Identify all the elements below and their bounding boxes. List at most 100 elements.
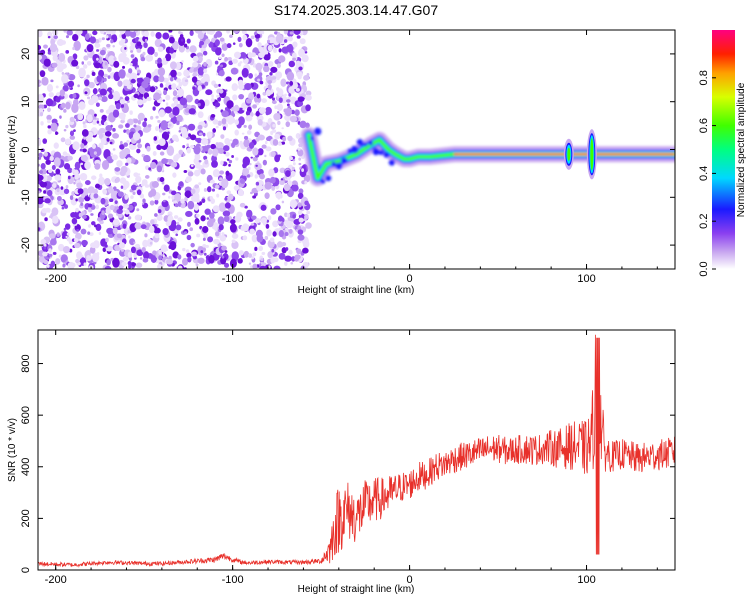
noise-dot (173, 98, 179, 106)
noise-dot (261, 144, 267, 149)
noise-dot (73, 129, 76, 133)
noise-dot (53, 35, 58, 40)
noise-dot (268, 265, 271, 269)
noise-dot (38, 54, 43, 61)
noise-dot (180, 126, 188, 134)
noise-dot (43, 259, 49, 265)
noise-dot (257, 46, 265, 53)
noise-dot (278, 252, 286, 260)
noise-dot (248, 262, 252, 265)
noise-dot (228, 163, 231, 167)
noise-dot (112, 227, 118, 235)
noise-dot (179, 181, 184, 187)
noise-dot (83, 124, 87, 129)
noise-dot (136, 69, 142, 75)
noise-dot (169, 47, 175, 54)
noise-dot (162, 228, 169, 236)
noise-dot (272, 47, 278, 53)
noise-dot (79, 148, 83, 152)
noise-dot (284, 107, 292, 117)
noise-dot (270, 130, 274, 135)
noise-dot (49, 233, 56, 239)
colorbar-tick-label: 0.4 (698, 166, 710, 181)
noise-dot (197, 85, 203, 92)
noise-dot (241, 67, 249, 78)
spectrogram-signal-track (300, 127, 675, 187)
noise-dot (143, 117, 148, 122)
noise-dot (107, 66, 112, 73)
noise-dot (75, 207, 79, 213)
noise-dot (87, 231, 91, 235)
noise-dot (278, 142, 282, 146)
noise-dot (238, 250, 244, 256)
noise-dot (272, 231, 277, 237)
noise-dot (202, 237, 206, 241)
noise-dot (47, 107, 51, 113)
noise-dot (112, 148, 116, 151)
noise-dot (173, 200, 178, 204)
noise-dot (140, 56, 146, 62)
noise-dot (182, 247, 186, 252)
noise-dot (40, 238, 47, 245)
noise-dot (281, 242, 287, 247)
noise-dot (297, 74, 302, 80)
noise-dot (254, 162, 262, 171)
noise-dot (38, 163, 41, 167)
noise-dot (86, 254, 91, 261)
noise-dot (170, 69, 177, 78)
noise-dot (226, 190, 232, 195)
noise-dot (229, 223, 237, 233)
noise-dot (82, 148, 87, 153)
track-blob (372, 147, 380, 156)
noise-dot (276, 63, 281, 69)
noise-dot (55, 96, 61, 103)
noise-dot (270, 150, 276, 158)
noise-dot (129, 62, 133, 67)
noise-dot (113, 60, 120, 68)
noise-dot (122, 65, 126, 69)
noise-dot (78, 101, 86, 110)
noise-dot (255, 110, 260, 117)
noise-dot (43, 190, 47, 194)
noise-dot (112, 109, 120, 118)
noise-dot (125, 123, 130, 128)
noise-dot (294, 256, 299, 262)
spectrogram-y-label: Frequency (Hz) (7, 116, 18, 185)
noise-dot (279, 180, 285, 186)
noise-dot (52, 215, 59, 224)
noise-dot (112, 127, 116, 132)
noise-dot (38, 174, 44, 181)
noise-dot (203, 188, 207, 192)
noise-dot (123, 129, 127, 133)
noise-dot (39, 70, 46, 78)
noise-dot (49, 238, 57, 246)
noise-dot (112, 218, 120, 226)
noise-dot (129, 30, 137, 39)
noise-dot (271, 100, 277, 105)
snr-series-line (38, 334, 675, 568)
noise-dot (186, 38, 191, 44)
noise-dot (191, 145, 195, 149)
noise-dot (168, 30, 173, 33)
noise-dot (101, 160, 110, 170)
noise-dot (39, 170, 43, 174)
noise-dot (157, 67, 166, 77)
noise-dot (90, 192, 96, 200)
noise-dot (55, 168, 61, 175)
noise-dot (259, 173, 265, 180)
noise-dot (231, 239, 236, 243)
noise-dot (67, 80, 75, 88)
noise-dot (176, 78, 182, 83)
noise-dot (164, 106, 173, 114)
noise-dot (92, 30, 98, 36)
noise-dot (259, 265, 267, 269)
noise-dot (83, 64, 88, 69)
noise-dot (221, 53, 225, 58)
noise-dot (137, 119, 141, 125)
noise-dot (103, 121, 108, 126)
noise-dot (202, 132, 206, 137)
noise-dot (272, 123, 276, 128)
noise-dot (73, 238, 79, 243)
noise-dot (71, 217, 78, 225)
noise-dot (267, 215, 272, 221)
